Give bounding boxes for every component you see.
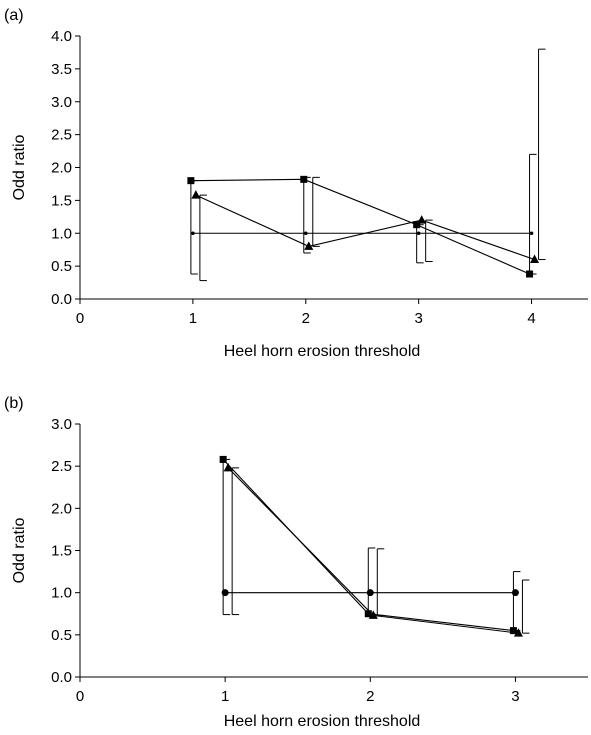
x-axis-title: Heel horn erosion threshold bbox=[224, 713, 421, 730]
y-tick-label: 1.5 bbox=[51, 192, 72, 209]
data-point-square bbox=[300, 175, 308, 183]
data-point-square bbox=[187, 177, 195, 185]
y-tick-label: 3.0 bbox=[51, 416, 72, 433]
x-axis-title: Heel horn erosion threshold bbox=[224, 343, 421, 360]
data-point-square bbox=[526, 270, 534, 278]
series-line-square bbox=[190, 178, 530, 275]
x-tick-label: 1 bbox=[189, 310, 197, 327]
data-point-circle bbox=[191, 231, 195, 236]
y-tick-label: 2.5 bbox=[51, 127, 72, 144]
data-point-triangle bbox=[191, 190, 201, 199]
data-point-square bbox=[219, 455, 227, 463]
chart-panel-b: (b) 0.0 0.5 1.0 1.5 2.0 2.5 3.0 0 1 2 3 Heel horn er… bbox=[4, 395, 588, 730]
panel-label: (a) bbox=[4, 7, 24, 24]
x-tick-label: 1 bbox=[221, 688, 229, 705]
y-tick-label: 4.0 bbox=[51, 28, 72, 45]
series-line-triangle bbox=[195, 194, 535, 261]
data-point-triangle bbox=[368, 610, 378, 619]
y-tick-label: 2.0 bbox=[51, 160, 72, 177]
y-axis-title: Odd ratio bbox=[11, 134, 28, 200]
data-point-square bbox=[364, 610, 372, 618]
data-point-circle bbox=[529, 231, 534, 236]
data-point-triangle bbox=[417, 215, 427, 224]
y-tick-label: 0.5 bbox=[51, 627, 72, 644]
y-tick-label: 1.0 bbox=[51, 225, 72, 242]
x-tick-label: 3 bbox=[511, 688, 519, 705]
series-line-triangle bbox=[227, 467, 519, 634]
data-point-triangle bbox=[513, 628, 523, 637]
data-point-triangle bbox=[530, 254, 540, 264]
data-point-triangle bbox=[304, 241, 314, 250]
x-tick-label: 0 bbox=[76, 310, 84, 327]
x-tick-label: 2 bbox=[302, 310, 310, 327]
panel-label: (b) bbox=[4, 395, 24, 412]
x-tick-label: 4 bbox=[527, 310, 535, 327]
x-tick-label: 2 bbox=[366, 688, 374, 705]
x-tick-label: 3 bbox=[414, 310, 422, 327]
y-tick-label: 0.0 bbox=[51, 669, 72, 686]
y-tick-label: 0.5 bbox=[51, 258, 72, 275]
data-point-circle bbox=[303, 231, 308, 236]
y-tick-label: 2.0 bbox=[51, 500, 72, 517]
y-tick-label: 1.0 bbox=[51, 585, 72, 602]
y-tick-label: 3.0 bbox=[51, 94, 72, 111]
data-point-circle bbox=[416, 231, 421, 236]
chart-panel-a: (a) 0.0 0.5 1.0 1.5 2.0 2.5 3.0 3.5 4.0 0 1 2 3 4 Heel … bbox=[4, 7, 588, 360]
y-tick-label: 1.5 bbox=[51, 543, 72, 560]
data-point-square bbox=[413, 221, 421, 229]
x-tick-label: 0 bbox=[76, 688, 84, 705]
y-tick-label: 3.5 bbox=[51, 61, 72, 78]
data-point-square bbox=[509, 627, 517, 635]
y-tick-label: 0.0 bbox=[51, 291, 72, 308]
y-axis-title: Odd ratio bbox=[11, 517, 28, 583]
data-point-triangle bbox=[223, 462, 233, 472]
y-tick-label: 2.5 bbox=[51, 458, 72, 475]
